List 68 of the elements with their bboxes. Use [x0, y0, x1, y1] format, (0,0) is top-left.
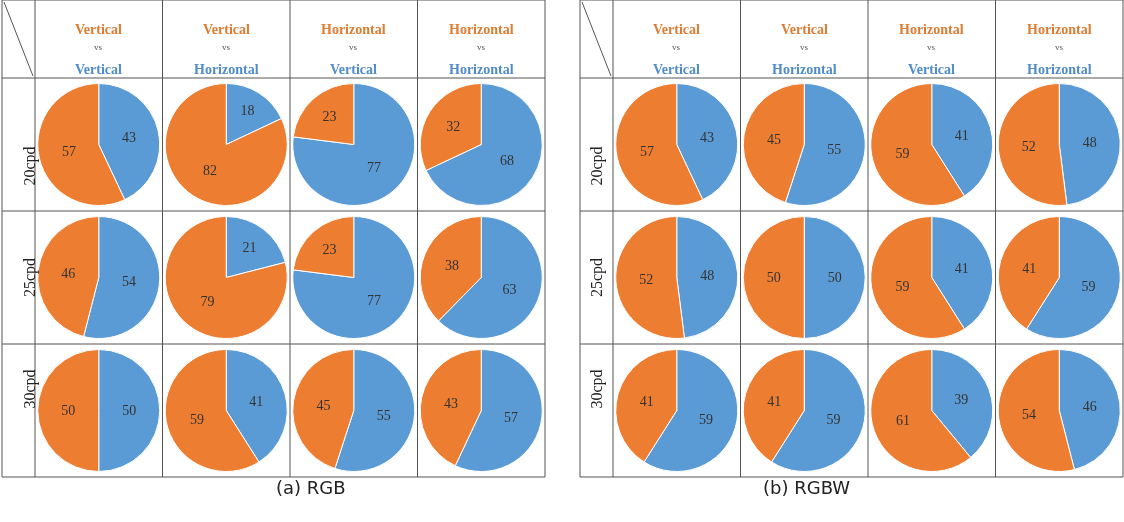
- data-label: 57: [639, 143, 654, 159]
- category-label: 25cpd: [588, 257, 605, 297]
- data-label: 43: [699, 130, 714, 146]
- category-label: Vertical vs Vertical: [75, 22, 123, 77]
- category-label: 20cpd: [587, 146, 605, 186]
- category-label: Horizontal vs Vertical: [321, 22, 386, 77]
- data-label: 43: [444, 396, 459, 412]
- data-label: 23: [322, 242, 337, 258]
- data-label: 59: [1081, 278, 1096, 294]
- data-label: 61: [896, 413, 911, 429]
- data-label: 46: [61, 266, 76, 282]
- pie-slice: [292, 83, 416, 206]
- category-label: Horizontal vs Vertical: [899, 22, 964, 77]
- data-label: 41: [1022, 261, 1037, 277]
- data-label: 21: [242, 240, 257, 256]
- data-label: 55: [827, 141, 842, 157]
- data-label: 41: [767, 394, 782, 410]
- data-label: 38: [444, 257, 459, 273]
- data-label: 41: [954, 261, 969, 277]
- category-label: Horizontal vs Horizontal: [449, 22, 514, 77]
- data-label: 63: [502, 281, 517, 297]
- data-label: 57: [61, 143, 76, 159]
- data-label: 46: [1082, 399, 1097, 415]
- data-label: 52: [639, 271, 654, 287]
- data-label: 23: [322, 109, 337, 125]
- data-label: 77: [366, 292, 381, 308]
- data-label: 50: [61, 403, 76, 418]
- category-label: 25cpd: [21, 257, 38, 297]
- text: (a) RGB: [276, 477, 346, 498]
- data-label: 59: [826, 411, 841, 427]
- data-label: 41: [249, 394, 264, 410]
- category-label: Vertical vs Horizontal: [194, 22, 259, 77]
- data-label: 45: [316, 398, 331, 414]
- data-label: 54: [122, 273, 137, 289]
- pie-slice: [164, 216, 288, 339]
- data-label: 39: [954, 392, 969, 408]
- data-label: 50: [827, 270, 842, 285]
- data-label: 79: [200, 294, 215, 310]
- data-label: 32: [446, 119, 461, 135]
- text: (b) RGBW: [763, 477, 851, 498]
- category-label: 30cpd: [20, 369, 38, 409]
- category-label: Vertical vs Horizontal: [772, 22, 837, 77]
- data-label: 77: [366, 159, 381, 175]
- data-label: 59: [895, 145, 910, 161]
- data-label: 59: [189, 411, 204, 427]
- data-label: 48: [700, 268, 715, 284]
- data-label: 50: [766, 270, 781, 285]
- data-label: 41: [954, 128, 969, 144]
- category-label: 20cpd: [20, 146, 38, 186]
- data-label: 59: [895, 278, 910, 294]
- data-label: 48: [1082, 135, 1097, 151]
- data-label: 55: [376, 407, 391, 423]
- data-label: 59: [699, 411, 714, 427]
- data-label: 68: [500, 153, 514, 169]
- pie-slice: [292, 216, 416, 339]
- category-label: Vertical vs Vertical: [653, 22, 701, 77]
- data-label: 82: [202, 162, 217, 178]
- data-label: 45: [766, 132, 781, 148]
- data-label: 52: [1021, 138, 1036, 154]
- category-label: Horizontal vs Horizontal: [1027, 22, 1092, 77]
- data-label: 54: [1021, 406, 1036, 422]
- data-label: 57: [504, 409, 519, 425]
- pie-slice: [164, 83, 288, 206]
- category-label: 30cpd: [587, 369, 605, 409]
- data-label: 18: [240, 103, 255, 119]
- data-label: 43: [121, 130, 136, 146]
- data-label: 50: [122, 403, 137, 418]
- data-label: 41: [639, 394, 654, 410]
